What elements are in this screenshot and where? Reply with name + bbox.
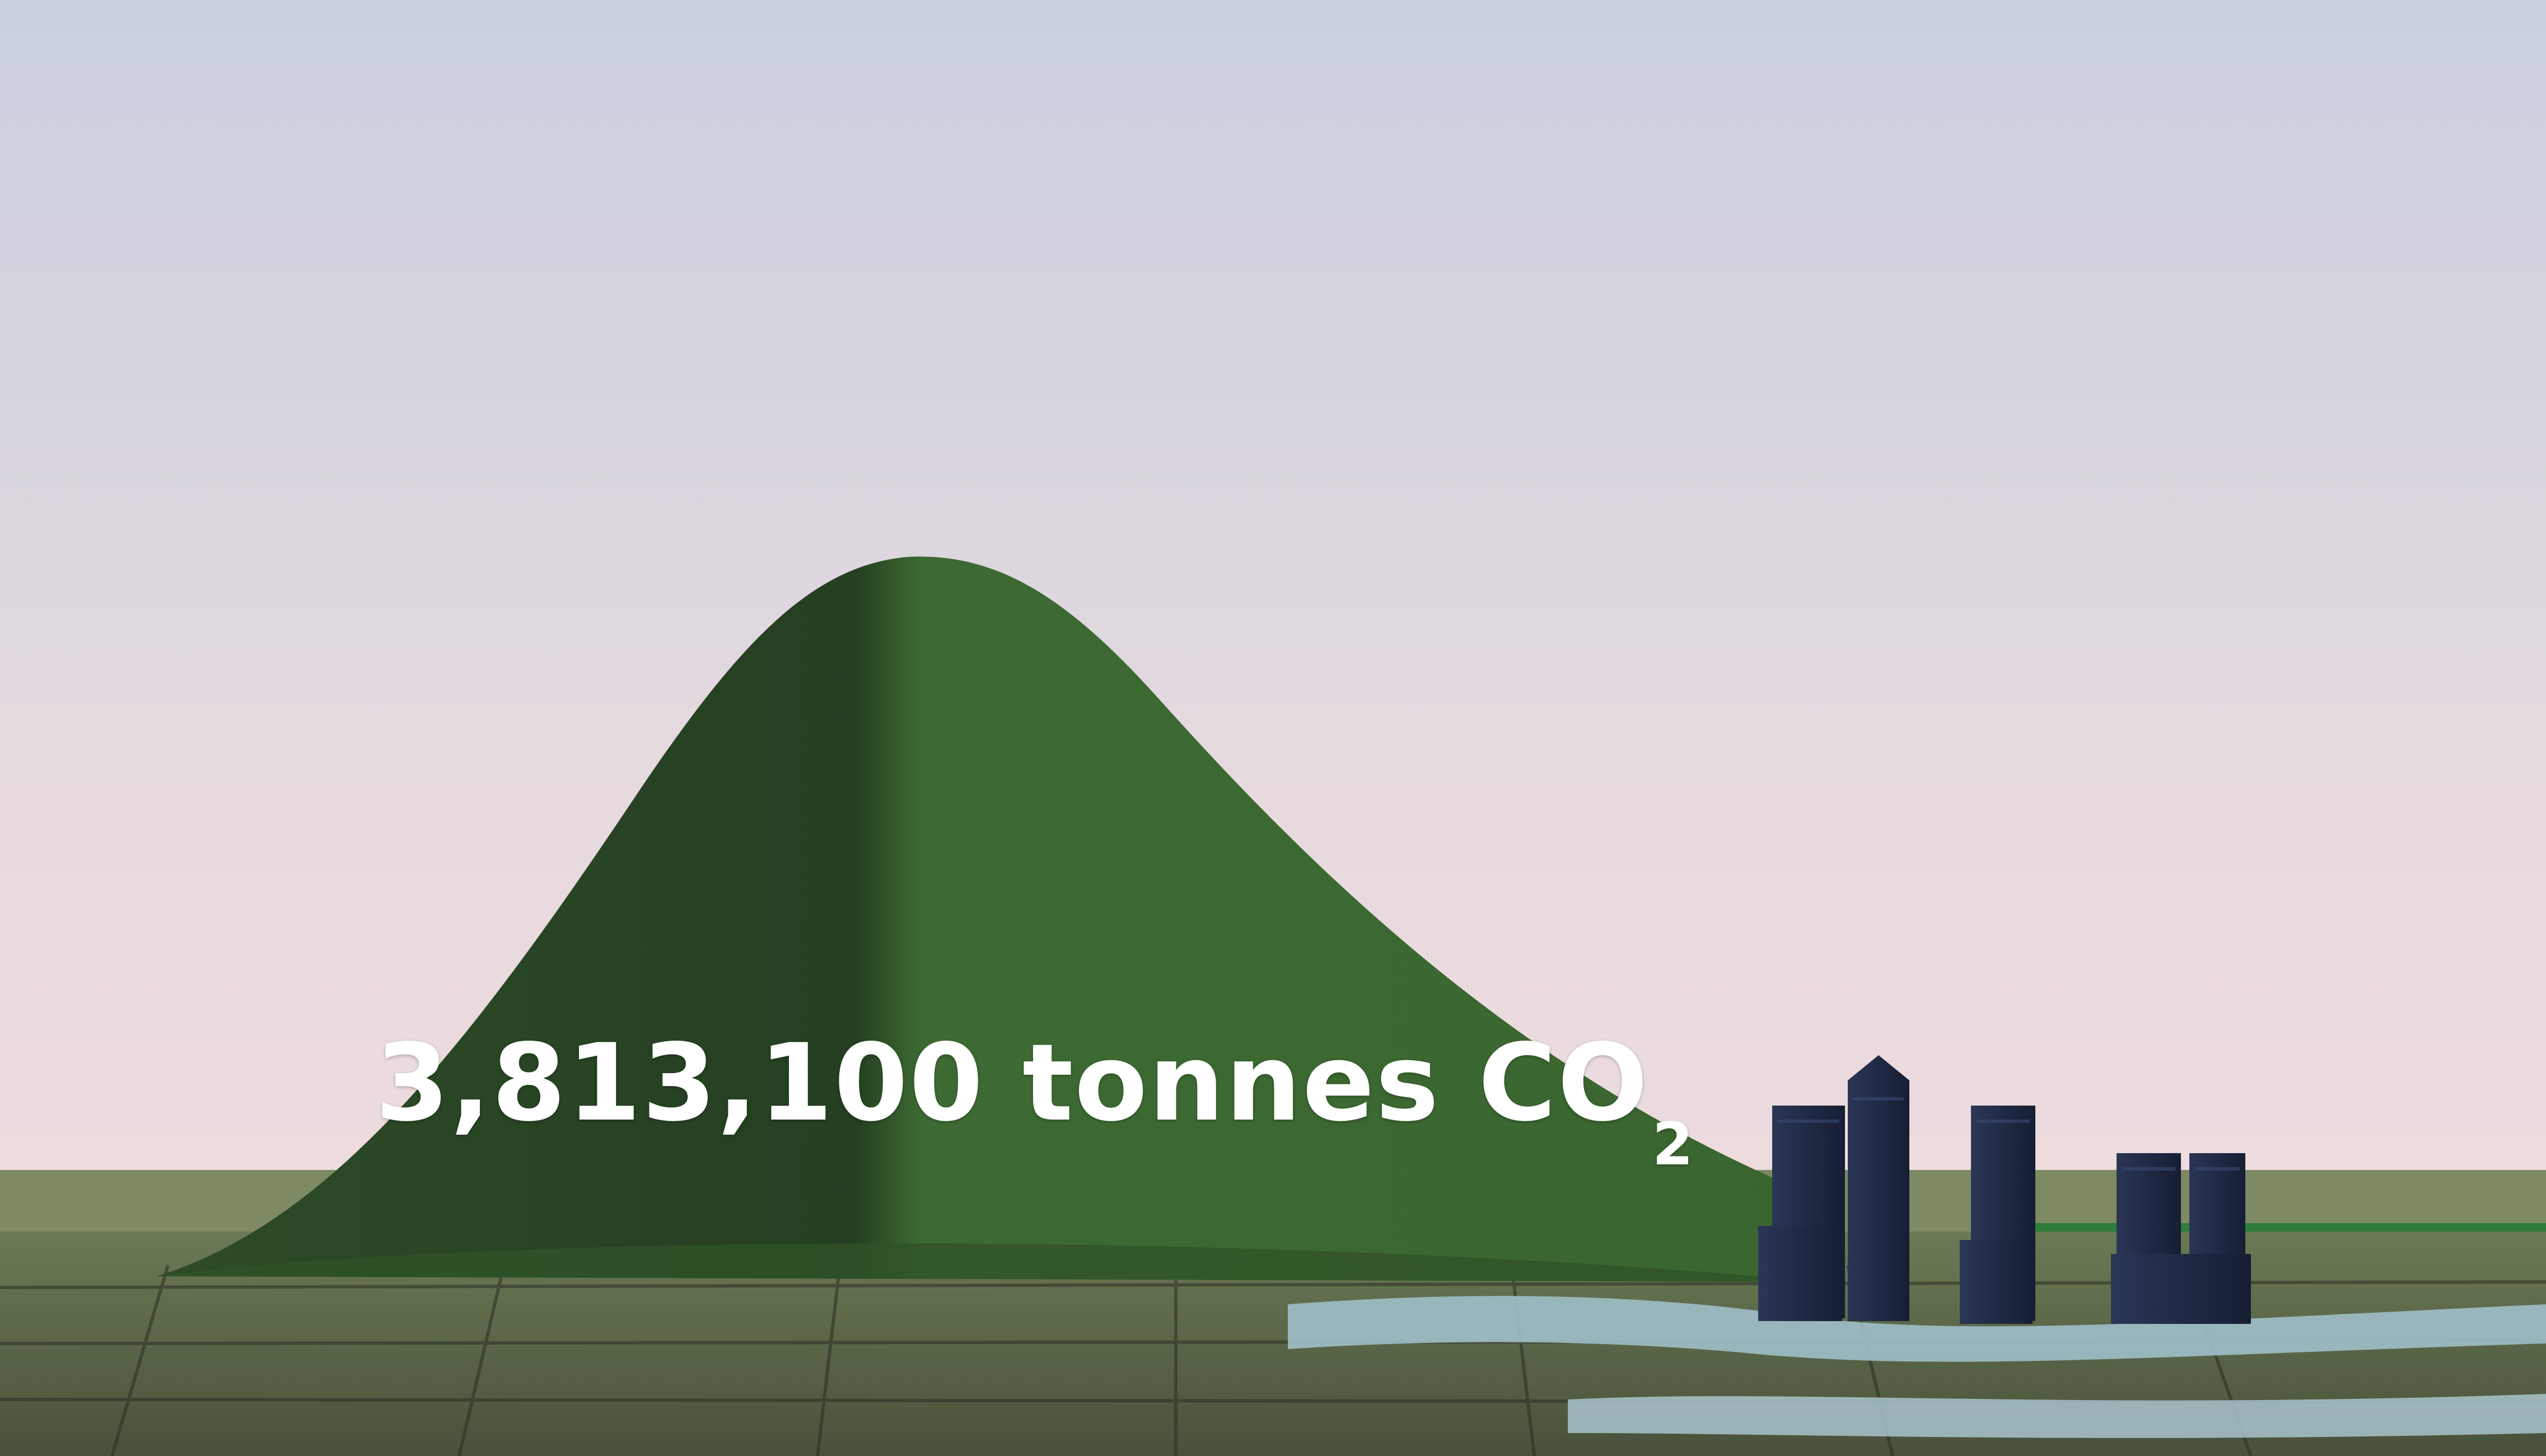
- co2-amount: 3,813,100: [375, 1021, 984, 1145]
- tower-1-base: [1758, 1226, 1842, 1321]
- co2-gas: CO: [1478, 1021, 1649, 1145]
- tower-2-pyramid: [1848, 1055, 1909, 1080]
- tower-2: [1848, 1080, 1909, 1321]
- co2-mound: [157, 556, 1820, 1282]
- river-foreground: [1568, 1394, 2546, 1438]
- co2-subscript: 2: [1652, 1110, 1694, 1178]
- river: [1288, 1296, 2546, 1362]
- co2-amount-caption: 3,813,100 tonnes CO2: [375, 1030, 1694, 1174]
- tower-45-base: [2111, 1254, 2251, 1324]
- skyline-windows: [1778, 1097, 2240, 1171]
- skyline: [1758, 1055, 2251, 1324]
- tower-3-base: [1960, 1240, 2033, 1324]
- co2-unit: tonnes: [1022, 1021, 1440, 1145]
- co2-mound-base: [157, 1243, 1820, 1282]
